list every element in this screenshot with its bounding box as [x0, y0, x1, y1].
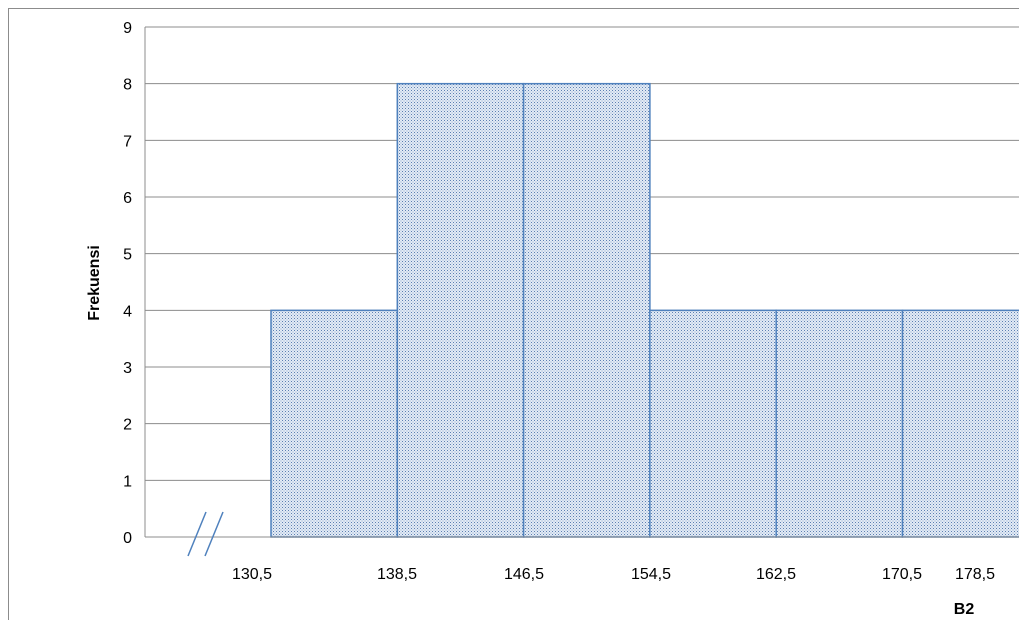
y-tick-label: 3	[123, 360, 132, 377]
bars	[270, 82, 1019, 538]
histogram-bar	[522, 82, 651, 538]
y-tick-label: 6	[123, 190, 132, 207]
x-tick-label: 138,5	[377, 566, 417, 583]
y-tick-label: 1	[123, 473, 132, 490]
x-tick-label: 162,5	[756, 566, 796, 583]
x-tick-label: 178,5	[955, 566, 995, 583]
y-axis-label: Frekuensi	[86, 245, 103, 321]
x-tick-label: 170,5	[882, 566, 922, 583]
x-tick-label: 154,5	[631, 566, 671, 583]
y-tick-label: 7	[123, 133, 132, 150]
histogram-bar	[775, 309, 904, 538]
axis-break-mark	[187, 511, 207, 557]
y-tick-label: 5	[123, 247, 132, 264]
x-axis-label: B2	[954, 601, 975, 618]
y-tick-labels: 0 1 2 3 4 5 6 7 8 9	[123, 20, 132, 547]
axis-break-mark	[204, 511, 224, 557]
y-tick-label: 0	[123, 530, 132, 547]
x-tick-labels: 130,5 138,5 146,5 154,5 162,5 170,5 178,5	[232, 566, 995, 583]
histogram-bar	[901, 309, 1019, 538]
y-tick-label: 9	[123, 20, 132, 37]
histogram-bar	[649, 309, 777, 538]
y-tick-label: 2	[123, 417, 132, 434]
y-tick-label: 4	[123, 303, 132, 320]
axes	[144, 27, 1019, 557]
x-tick-label: 130,5	[232, 566, 272, 583]
y-tick-label: 8	[123, 77, 132, 94]
histogram-bar	[270, 309, 399, 538]
histogram-bar	[396, 82, 525, 538]
chart-frame	[8, 8, 1019, 620]
x-tick-label: 146,5	[504, 566, 544, 583]
